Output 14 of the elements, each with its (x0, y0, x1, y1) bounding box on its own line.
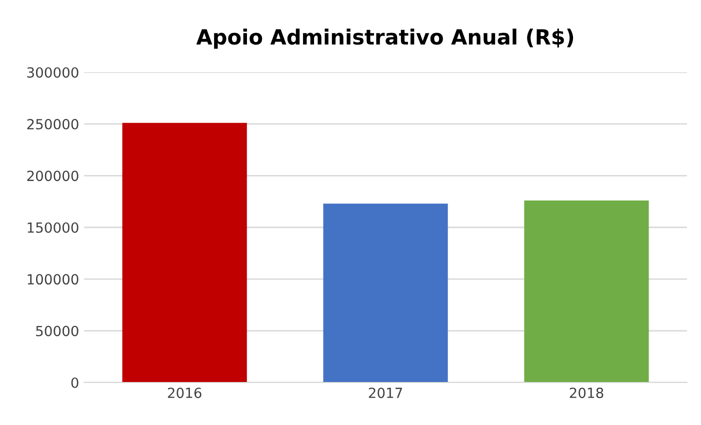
y-tick-label: 50000 (36, 326, 78, 336)
x-tick-label: 2017 (368, 388, 402, 398)
chart-title: Apoio Administrativo Anual (R$) (196, 28, 574, 49)
x-tick-label: 2016 (168, 388, 202, 398)
bar (524, 200, 649, 382)
y-tick-label: 100000 (28, 274, 78, 285)
y-tick-label: 150000 (28, 222, 78, 233)
bar (323, 204, 448, 382)
y-tick-label: 250000 (27, 118, 78, 130)
x-tick-label: 2018 (570, 388, 604, 398)
y-tick-label: 300000 (27, 67, 78, 78)
y-tick-label: 200000 (27, 170, 78, 182)
y-tick-label: 0 (71, 377, 78, 388)
bar (122, 122, 247, 382)
